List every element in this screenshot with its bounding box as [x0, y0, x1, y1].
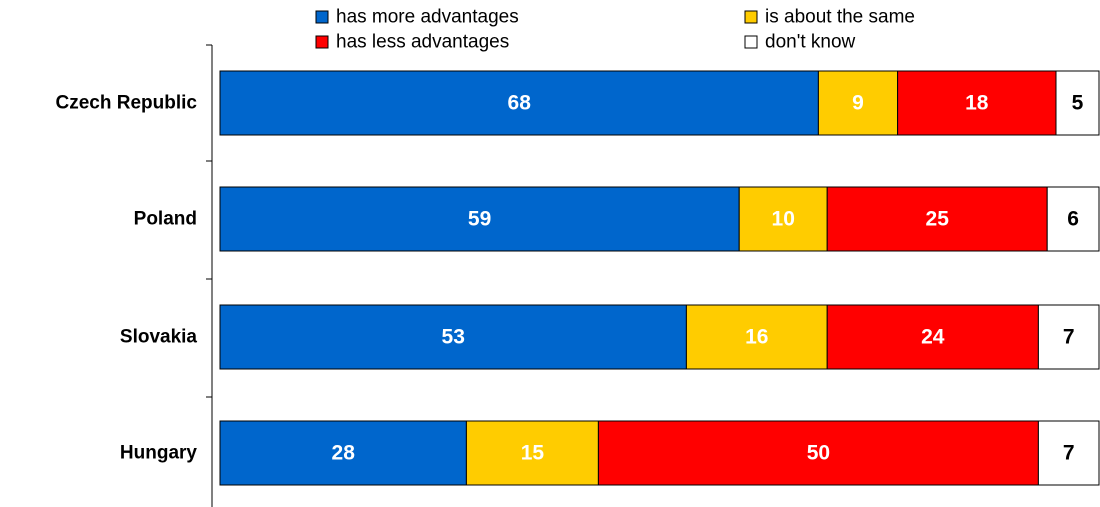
value-label: 7 [1063, 326, 1075, 349]
bar-row-poland: Poland 59 10 25 6 [134, 186, 1100, 252]
value-label: 18 [965, 92, 989, 115]
value-label: 59 [468, 208, 491, 231]
bar-segment-is-about-the-same [738, 186, 828, 252]
legend-swatch [744, 10, 758, 24]
category-label: Slovakia [120, 327, 198, 348]
bar-segment-is-about-the-same [817, 70, 899, 136]
legend-label: don't know [765, 32, 856, 53]
bar-segment-has-more-advantages [219, 186, 740, 252]
value-label: 7 [1063, 442, 1075, 465]
bar-segment-don-t-know [1046, 186, 1100, 252]
value-label: 10 [772, 208, 795, 231]
bar-row-slovakia: Slovakia 53 16 24 7 [120, 304, 1100, 370]
legend-item-don-t-know: don't know [744, 32, 856, 53]
category-label: Poland [134, 209, 197, 230]
value-label: 24 [921, 326, 945, 349]
bar-segment-don-t-know [1055, 70, 1100, 136]
bars: Czech Republic 68 9 18 5 Poland 59 10 25 6 Slovaki… [56, 70, 1100, 486]
legend-item-has-more-advantages: has more advantages [315, 7, 519, 28]
bar-segment-has-less-advantages [897, 70, 1057, 136]
bar-segment-has-more-advantages [219, 304, 687, 370]
legend-label: has more advantages [336, 7, 519, 28]
value-label: 5 [1072, 92, 1084, 115]
value-label: 28 [332, 442, 356, 465]
legend-item-has-less-advantages: has less advantages [315, 32, 509, 53]
bar-segment-has-less-advantages [597, 420, 1039, 486]
legend-item-is-about-the-same: is about the same [744, 7, 915, 28]
value-label: 50 [807, 442, 830, 465]
category-label: Czech Republic [56, 93, 198, 114]
value-label: 25 [926, 208, 950, 231]
bar-segment-don-t-know [1037, 420, 1100, 486]
legend-label: is about the same [765, 7, 915, 28]
bar-segment-don-t-know [1037, 304, 1100, 370]
bar-row-hungary: Hungary 28 15 50 7 [120, 420, 1100, 486]
legend-swatch [744, 35, 758, 49]
legend: has more advantages is about the same has … [315, 7, 915, 53]
bar-segment-is-about-the-same [685, 304, 828, 370]
value-label: 9 [852, 92, 864, 115]
legend-label: has less advantages [336, 32, 509, 53]
category-axis [206, 44, 213, 507]
bar-segment-is-about-the-same [465, 420, 599, 486]
bar-segment-has-less-advantages [826, 304, 1039, 370]
category-label: Hungary [120, 443, 198, 464]
bar-segment-has-more-advantages [219, 420, 467, 486]
bar-segment-has-less-advantages [826, 186, 1048, 252]
legend-swatch [315, 10, 329, 24]
value-label: 15 [521, 442, 545, 465]
bar-row-czech-republic: Czech Republic 68 9 18 5 [56, 70, 1100, 136]
value-label: 53 [442, 326, 465, 349]
value-label: 6 [1067, 208, 1079, 231]
legend-swatch [315, 35, 329, 49]
value-label: 16 [745, 326, 768, 349]
value-label: 68 [508, 92, 532, 115]
